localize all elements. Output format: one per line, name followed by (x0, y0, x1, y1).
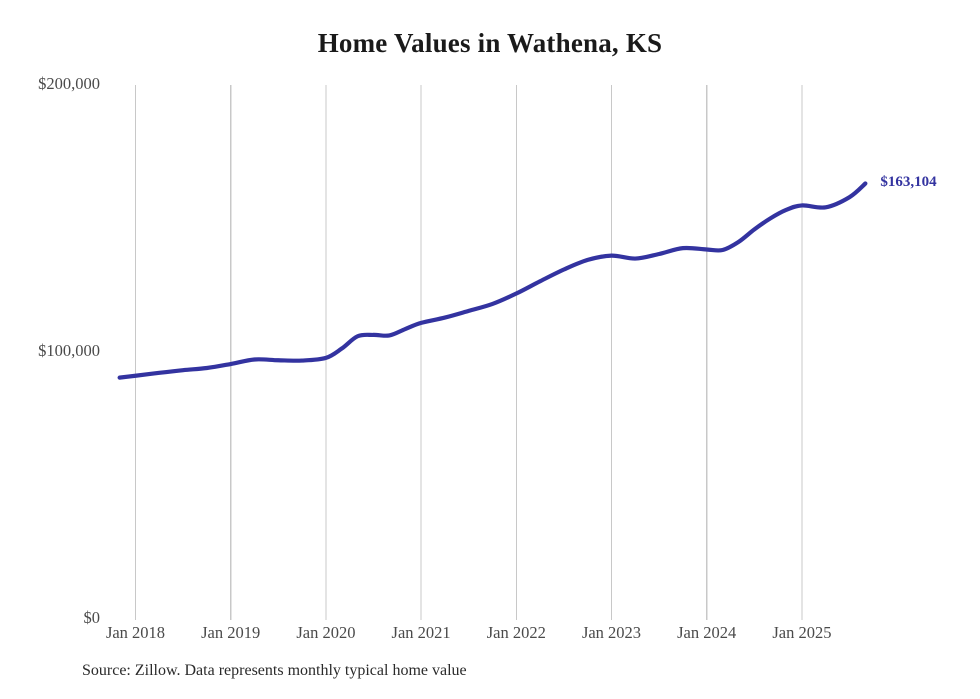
y-axis-tick-label: $0 (83, 608, 101, 627)
end-value-label: $163,104 (880, 173, 937, 190)
data-series-line (117, 181, 868, 380)
x-axis-tick-label: Jan 2024 (677, 623, 737, 642)
x-axis-tick-label: Jan 2018 (105, 623, 166, 642)
x-axis-tick-label: Jan 2021 (391, 623, 451, 642)
x-axis-tick-label: Jan 2020 (296, 623, 356, 642)
x-axis-tick-label: Jan 2022 (486, 623, 546, 642)
y-axis-tick-label: $200,000 (38, 74, 100, 93)
source-note: Source: Zillow. Data represents monthly … (82, 662, 467, 679)
chart-title: Home Values in Wathena, KS (317, 28, 663, 58)
y-axis-tick-label: $100,000 (38, 341, 100, 360)
x-axis-tick-label: Jan 2019 (201, 623, 261, 642)
series-group (117, 181, 868, 380)
x-axis-tick-label: Jan 2025 (772, 623, 832, 642)
gridlines-group (134, 85, 803, 620)
x-axis-tick-label: Jan 2023 (581, 623, 642, 642)
